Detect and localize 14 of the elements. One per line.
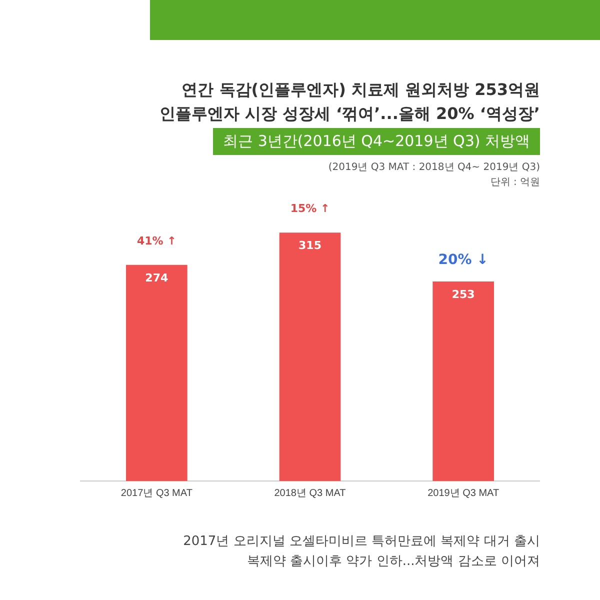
x-tick-label: 2019년 Q3 MAT [428,488,500,499]
annotation: 20% ↓ [438,252,488,268]
text: 단위 : 억원 [489,176,540,190]
data-label: 315 [298,238,322,252]
chart-subtitle: 최근 3년간(2016년 Q4~2019년 Q3) 처방액 [213,128,540,155]
text: 2017년 오리지널 오셀타미비르 특허만료에 복제약 대거 출시 복제약 출시이후 약가 인하...처방액 감소로 이어져 [183,533,540,571]
annotation: 41% ↑ [136,234,176,248]
annotation: 15% ↑ [290,202,330,215]
x-tick-label: 2018년 Q3 MAT [274,488,346,499]
data-label: 253 [452,288,475,301]
x-tick-label: 2017년 Q3 MAT [120,488,192,499]
text: (2019년 Q3 MAT : 2018년 Q4~ 2019년 Q3) [328,161,540,175]
chart-title: 연간 독감(인플루엔자) 치료제 원외처방 253억원 인플루엔자 시장 성장세 ‘꺾여’...올해 20% ‘역성장’ [159,79,540,125]
data-label: 274 [145,271,168,284]
